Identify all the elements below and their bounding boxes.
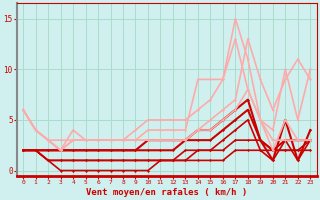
X-axis label: Vent moyen/en rafales ( km/h ): Vent moyen/en rafales ( km/h ): [86, 188, 247, 197]
